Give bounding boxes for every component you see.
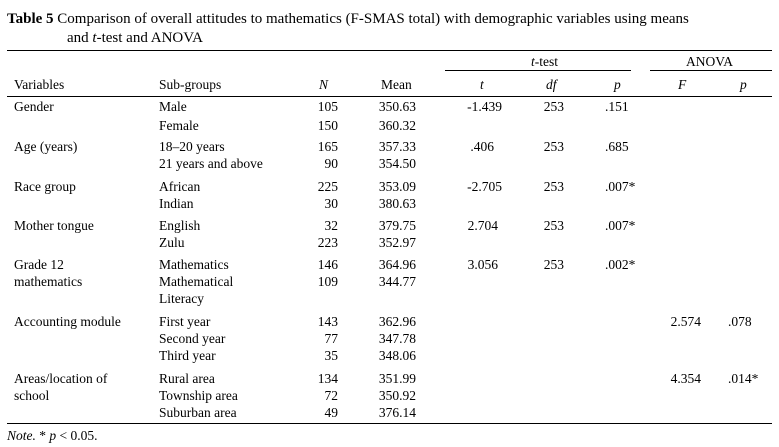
caption-line1: Comparison of overall attitudes to mathe… — [57, 11, 689, 27]
header-rule — [7, 96, 772, 97]
ttest-rule — [445, 70, 631, 71]
caption-t: t — [92, 30, 97, 46]
header-n: N — [319, 77, 329, 92]
anova-group-header: ANOVA — [686, 54, 734, 69]
header-variables: Variables — [14, 77, 65, 92]
table-label: Table 5 — [7, 11, 54, 27]
caption-line2-pre: and — [67, 30, 93, 46]
caption-line2-post: -test and ANOVA — [96, 30, 203, 46]
header-df: df — [546, 77, 557, 92]
ttest-group-header: t-test — [531, 54, 559, 69]
anova-rule — [650, 70, 772, 71]
header-mean: Mean — [381, 77, 412, 92]
header-F: F — [678, 77, 687, 92]
header-p: p — [614, 77, 621, 92]
table-note: Note. * p < 0.05. — [7, 428, 98, 443]
top-rule — [7, 50, 772, 51]
header-subgroups: Sub-groups — [159, 77, 222, 92]
bottom-rule — [7, 423, 772, 424]
table-caption: Table 5 Comparison of overall attitudes … — [7, 10, 767, 48]
note-label: Note. — [7, 428, 36, 443]
header-t: t — [480, 77, 484, 92]
header-p2: p — [740, 77, 747, 92]
